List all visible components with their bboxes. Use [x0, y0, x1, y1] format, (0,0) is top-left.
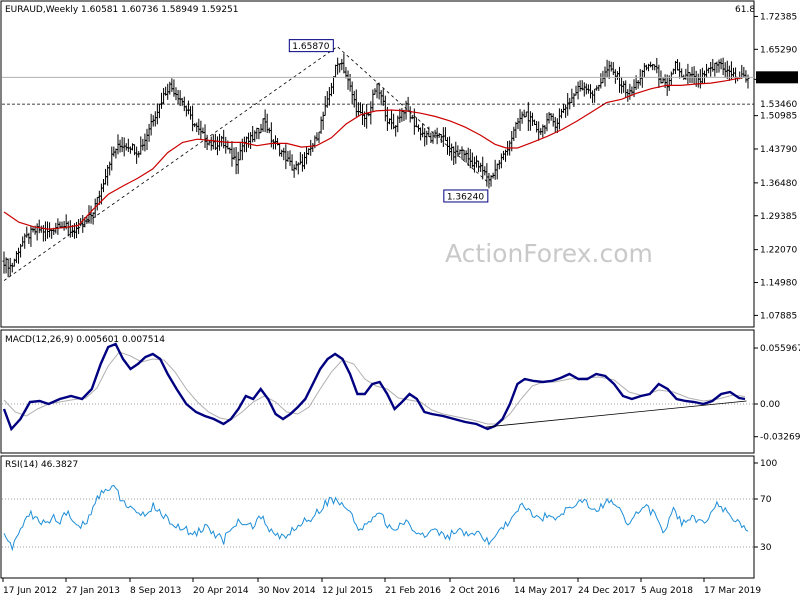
- x-tick-label: 20 Apr 2014: [193, 586, 249, 596]
- x-tick-label: 30 Nov 2014: [258, 586, 316, 596]
- macd-title: MACD(12,26,9) 0.005601 0.007514: [5, 335, 165, 345]
- watermark: ActionForex.com: [445, 239, 653, 268]
- price-tick-label: 1.29385: [760, 212, 797, 222]
- rsi-panel: [0, 455, 755, 579]
- corner-value: 61.8: [735, 5, 755, 15]
- price-tick-label: 1.36480: [760, 179, 797, 189]
- macd-layer: [2, 342, 754, 432]
- rsi-tick-label: 70: [760, 495, 772, 505]
- price-tick-label: 1.22070: [760, 246, 797, 256]
- macd-trendline: [486, 400, 747, 428]
- annotation-box: [443, 189, 489, 203]
- rsi-tick-label: 100: [760, 459, 777, 469]
- price-annotation: 1.36240: [443, 189, 489, 203]
- price-layer: 1.65870 1.36240: [2, 39, 754, 281]
- x-tick-label: 17 Mar 2019: [704, 586, 761, 596]
- level-price-label: 1.53460: [760, 100, 797, 110]
- price-annotation: 1.65870: [288, 39, 334, 53]
- macd-tick-label: 0.055967: [760, 344, 800, 354]
- x-tick-label: 14 May 2017: [514, 586, 573, 596]
- x-tick-label: 5 Aug 2018: [641, 586, 693, 596]
- x-tick-label: 12 Jul 2015: [322, 586, 373, 596]
- price-title: EURAUD,Weekly 1.60581 1.60736 1.58949 1.…: [5, 5, 239, 15]
- annotation-label: 1.36240: [447, 192, 484, 202]
- macd-tick-label: 0.00: [760, 400, 780, 410]
- macd-tick-label: -0.032692: [760, 433, 800, 443]
- price-tick-label: 1.14980: [760, 279, 797, 289]
- x-tick-label: 27 Jan 2013: [66, 586, 120, 596]
- x-tick-label: 8 Sep 2013: [130, 586, 181, 596]
- axes-layer: 1.723851.652901.588101.509851.437901.364…: [2, 12, 800, 596]
- price-tick-label: 1.72385: [760, 12, 797, 22]
- current-price-label: 1.59251: [759, 74, 796, 84]
- annotation-label: 1.65870: [292, 42, 329, 52]
- x-tick-label: 24 Dec 2017: [578, 586, 636, 596]
- x-tick-label: 21 Feb 2016: [385, 586, 441, 596]
- price-tick-label: 1.50985: [760, 112, 797, 122]
- rsi-layer: [2, 484, 754, 552]
- macd-panel: [0, 329, 755, 454]
- annotation-box: [288, 39, 334, 53]
- price-tick-label: 1.65290: [760, 45, 797, 55]
- rsi-title: RSI(14) 46.3827: [5, 460, 78, 470]
- price-panel: [0, 0, 755, 328]
- moving-average-line: [3, 77, 743, 230]
- current-price-box: [756, 71, 798, 84]
- x-tick-label: 2 Oct 2016: [450, 586, 500, 596]
- x-tick-label: 17 Jun 2012: [3, 586, 57, 596]
- rsi-line: [3, 484, 749, 552]
- macd-line: [2, 342, 746, 432]
- price-tick-label: 1.07885: [760, 311, 797, 321]
- rsi-tick-label: 30: [760, 543, 772, 553]
- price-tick-label: 1.43790: [760, 145, 797, 155]
